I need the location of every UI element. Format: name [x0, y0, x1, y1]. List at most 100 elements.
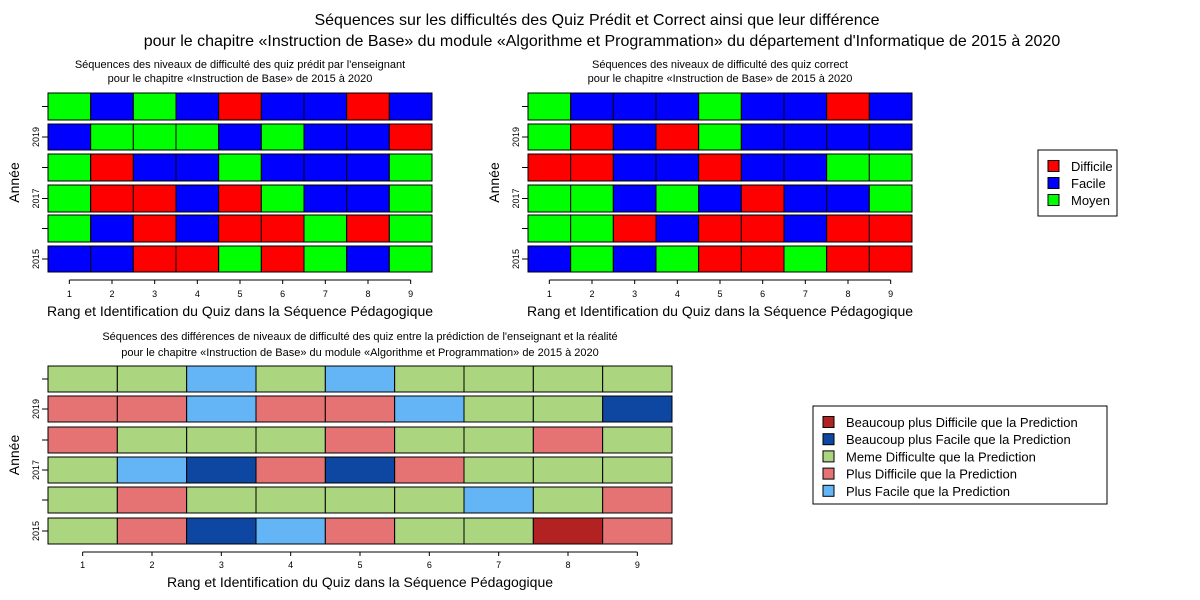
heatmap-cell [346, 245, 390, 273]
heatmap-cell [346, 92, 390, 121]
heatmap-cell [346, 184, 390, 213]
heatmap-cell [783, 123, 828, 151]
heatmap-cell [655, 184, 700, 213]
heatmap-cell [116, 426, 188, 454]
heatmap-cell [47, 123, 92, 151]
heatmap-cell [612, 214, 657, 243]
heatmap-cell [826, 123, 870, 151]
x-axis-label: Rang et Identification du Quiz dans la S… [527, 303, 913, 319]
y-tick-label: 2015 [31, 249, 41, 269]
y-tick-label: 2015 [511, 249, 521, 269]
y-tick-label: 2019 [31, 399, 41, 419]
heatmap-cell [186, 426, 257, 454]
y-tick-label: 2017 [31, 460, 41, 480]
heatmap-cell [394, 486, 465, 514]
legend-label: Plus Facile que la Prediction [846, 484, 1010, 499]
difficulty-difference-chart: Séquences des différences de niveaux de … [6, 331, 673, 590]
legend-label: Meme Difficulte que la Prediction [846, 449, 1036, 464]
figure-title-line2: pour le chapitre «Instruction de Base» d… [144, 33, 1061, 50]
x-tick-label: 3 [219, 560, 224, 570]
heatmap-cell [116, 486, 188, 514]
x-tick-label: 4 [288, 560, 293, 570]
heatmap-cell [826, 214, 870, 243]
heatmap-cell [532, 395, 604, 423]
x-tick-label: 3 [152, 289, 157, 299]
heatmap-cell [218, 245, 262, 273]
heatmap-cell [47, 395, 118, 423]
heatmap-cell [698, 184, 742, 213]
heatmap-cell [255, 395, 326, 423]
heatmap-cell [612, 123, 657, 151]
heatmap-cell [47, 517, 118, 545]
heatmap-cell [90, 214, 134, 243]
heatmap-cell [826, 92, 870, 121]
heatmap-cell [90, 153, 134, 182]
legend-box [812, 405, 1108, 505]
heatmap-cell [132, 153, 177, 182]
heatmap-cell [826, 153, 870, 182]
heatmap-cell [612, 153, 657, 182]
heatmap-cell [698, 214, 742, 243]
figure-title-line1: Séquences sur les difficultés des Quiz P… [314, 12, 879, 29]
heatmap-cell [655, 123, 700, 151]
heatmap-cell [218, 153, 262, 182]
heatmap-cell [175, 214, 220, 243]
heatmap-cell [740, 153, 785, 182]
heatmap-cell [346, 123, 390, 151]
heatmap-cell [388, 123, 433, 151]
heatmap-cell [532, 365, 604, 393]
heatmap-cell [175, 92, 220, 121]
legend-swatch [822, 416, 835, 428]
chart-title-line1: Séquences des niveaux de difficulté des … [592, 59, 848, 71]
heatmap-cell [116, 365, 188, 393]
heatmap-cell [527, 153, 572, 182]
heatmap-cell [303, 245, 348, 273]
x-tick-label: 5 [717, 289, 722, 299]
chart-title-line2: pour le chapitre «Instruction de Base» d… [588, 73, 853, 85]
x-tick-label: 3 [632, 289, 637, 299]
x-tick-label: 9 [635, 560, 640, 570]
legend-label: Beaucoup plus Facile que la Prediction [846, 432, 1071, 447]
heatmap-cell [740, 92, 785, 121]
heatmap-cell [740, 214, 785, 243]
difficulty-legend: Difficile Facile Moyen [1037, 149, 1118, 217]
heatmap-cell [47, 153, 92, 182]
heatmap-cell [132, 245, 177, 273]
heatmap-cell [698, 92, 742, 121]
x-tick-label: 7 [496, 560, 501, 570]
legend-label: Plus Difficile que la Prediction [846, 467, 1017, 482]
chart-title-line2: pour le chapitre «Instruction de Base» d… [108, 73, 373, 85]
heatmap-cell [527, 92, 572, 121]
heatmap-cell [527, 123, 572, 151]
heatmap-cell [324, 456, 396, 484]
x-tick-label: 4 [675, 289, 680, 299]
heatmap-cell [388, 92, 433, 121]
y-tick-label: 2019 [31, 127, 41, 147]
heatmap-cell [868, 123, 913, 151]
heatmap-cell [740, 184, 785, 213]
heatmap-cell [612, 92, 657, 121]
heatmap-cell [255, 517, 326, 545]
heatmap-cell [186, 395, 257, 423]
heatmap-cell [47, 456, 118, 484]
heatmap-cell [463, 486, 534, 514]
heatmap-cell [570, 214, 614, 243]
heatmap-cell [532, 486, 604, 514]
heatmap-cell [186, 365, 257, 393]
x-tick-label: 5 [357, 560, 362, 570]
heatmap-cell [324, 426, 396, 454]
heatmap-cell [698, 153, 742, 182]
heatmap-cell [602, 517, 673, 545]
legend-label: Beaucoup plus Difficile que la Predictio… [846, 415, 1078, 430]
heatmap-cell [324, 365, 396, 393]
heatmap-cell [186, 456, 257, 484]
y-tick-label: 2017 [31, 188, 41, 208]
x-tick-label: 9 [408, 289, 413, 299]
heatmap-cell [740, 245, 785, 273]
heatmap-cell [132, 123, 177, 151]
x-tick-label: 1 [80, 560, 85, 570]
heatmap-cell [655, 214, 700, 243]
legend-label: Moyen [1071, 193, 1110, 208]
legend-swatch [822, 450, 835, 463]
